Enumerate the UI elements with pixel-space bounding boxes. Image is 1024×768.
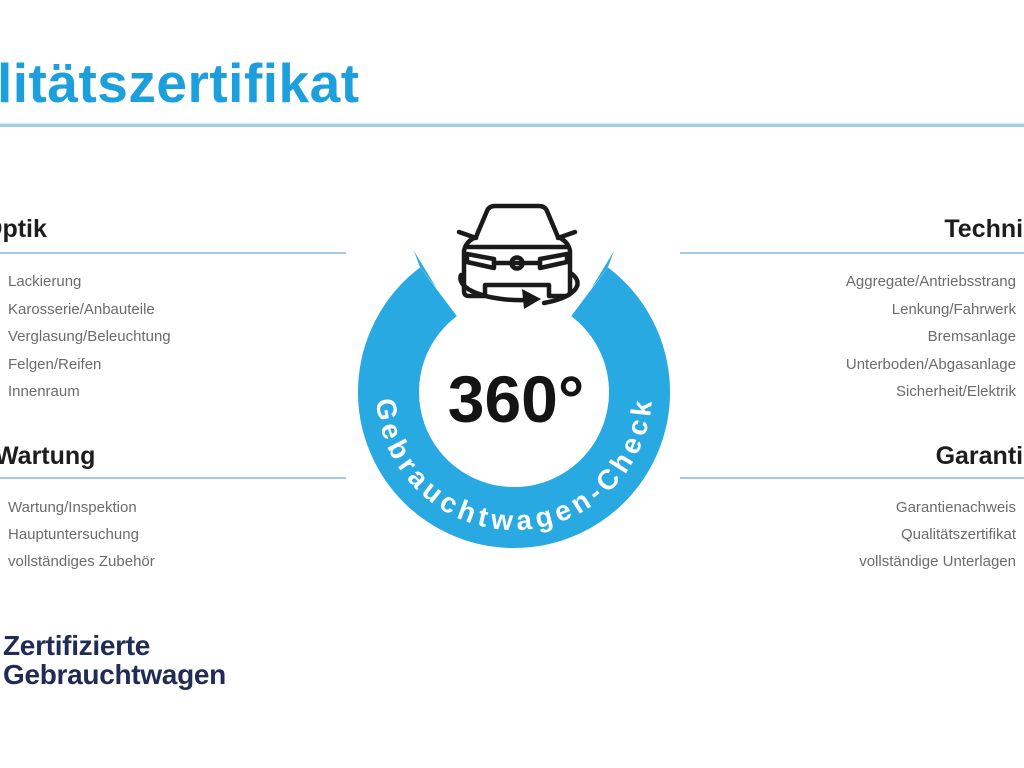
optik-divider [0,252,346,254]
section-heading-garantie: Garantie [935,442,1024,470]
check-item-label: Wartung/Inspektion [8,499,137,516]
check-icon: ✓ [0,383,2,403]
check-item-label: Unterboden/Abgasanlage [845,356,1016,373]
car-front-rotation-icon [456,203,580,309]
wartung-divider [0,477,346,479]
garantie-divider [680,477,1024,479]
check-item-label: Hauptuntersuchung [8,526,139,543]
check-item: Lenkung/Fahrwerk ✓ [892,300,1024,320]
footer-brand-line2: Gebrauchtwagen [3,659,226,690]
check-item-label: Aggregate/Antriebsstrang [845,273,1016,290]
technik-divider [680,252,1024,254]
section-heading-technik: Technik [944,215,1024,243]
title-divider [0,123,1024,127]
page-title: litätszertifikat [0,52,360,114]
footer-brand-line1: Zertifizierte [3,630,151,661]
check-item: Unterboden/Abgasanlage ✓ [846,355,1024,375]
check-icon: ✓ [0,553,2,573]
check-item-label: Innenraum [8,383,80,400]
check-item: ✓ Wartung/Inspektion [0,498,137,518]
check-icon: ✓ [1022,356,1024,376]
check-item-label: Garantienachweis [895,499,1016,516]
section-heading-optik: Optik [0,215,47,243]
check-icon: ✓ [1022,553,1024,573]
check-icon: ✓ [0,301,2,321]
check-icon: ✓ [0,356,2,376]
badge-value: 360° [448,362,585,436]
check-icon: ✓ [1022,383,1024,403]
check-item: ✓ Felgen/Reifen [0,355,101,375]
check-item-label: Qualitätszertifikat [900,526,1016,543]
check-item: ✓ Verglasung/Beleuchtung [0,327,171,347]
check-item: vollständige Unterlagen ✓ [859,552,1024,572]
check-icon: ✓ [1022,301,1024,321]
check-item: Sicherheit/Elektrik ✓ [896,382,1024,402]
check-item: Qualitätszertifikat ✓ [901,525,1024,545]
badge-ring-tip-right [591,251,614,289]
badge-ring-tip-left [414,251,437,289]
check-item: Aggregate/Antriebsstrang ✓ [846,272,1024,292]
check-item: Bremsanlage ✓ [928,327,1024,347]
check-item-label: Verglasung/Beleuchtung [8,328,171,345]
check-icon: ✓ [1022,273,1024,293]
check-icon: ✓ [0,499,2,519]
check-icon: ✓ [0,526,2,546]
check-item: ✓ vollständiges Zubehör [0,552,155,572]
check-item: Garantienachweis ✓ [896,498,1024,518]
check-item-label: Karosserie/Anbauteile [8,301,155,318]
check-item-label: Sicherheit/Elektrik [895,383,1016,400]
check-item: ✓ Innenraum [0,382,80,402]
check-item: ✓ Hauptuntersuchung [0,525,139,545]
360-check-badge: Gebrauchtwagen-Check 360° [358,203,670,549]
check-item: ✓ Karosserie/Anbauteile [0,300,155,320]
check-icon: ✓ [0,328,2,348]
check-icon: ✓ [0,273,2,293]
check-item-label: Lackierung [8,273,82,290]
check-icon: ✓ [1022,328,1024,348]
check-item: ✓ Lackierung [0,272,81,292]
check-item-label: Bremsanlage [927,328,1016,345]
check-item-label: Lenkung/Fahrwerk [891,301,1016,318]
check-item-label: Felgen/Reifen [8,356,102,373]
check-item-label: vollständige Unterlagen [859,553,1016,570]
check-icon: ✓ [1022,526,1024,546]
check-item-label: vollständiges Zubehör [8,553,155,570]
badge-ring [358,267,670,549]
check-icon: ✓ [1022,499,1024,519]
section-heading-wartung: Wartung [0,442,96,470]
